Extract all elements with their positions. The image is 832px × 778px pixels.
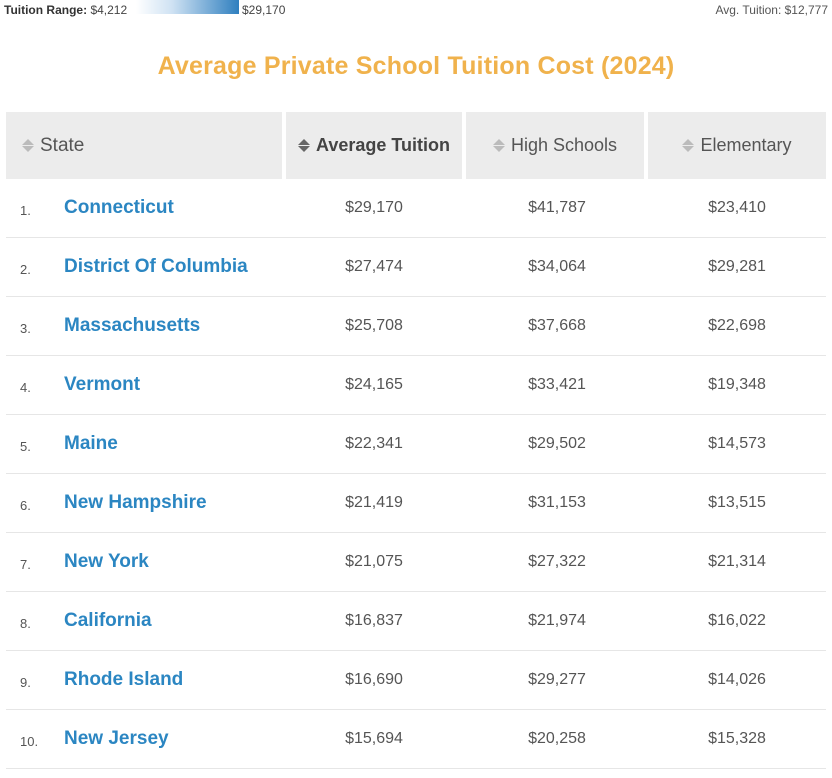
state-link[interactable]: District Of Columbia (64, 256, 248, 277)
column-header-label: Elementary (700, 135, 792, 155)
rank-number: 6. (20, 497, 31, 513)
rank-number: 3. (20, 320, 31, 336)
high-school-tuition-value: $29,502 (528, 435, 586, 452)
table-row: 5. Maine $22,341 $29,502 $14,573 (6, 415, 826, 474)
elementary-tuition-value: $21,314 (708, 553, 766, 570)
high-school-tuition-value: $21,974 (528, 612, 586, 629)
elementary-tuition-value: $16,022 (708, 612, 766, 629)
rank-number: 2. (20, 261, 31, 277)
elementary-tuition-value: $29,281 (708, 258, 766, 275)
state-link[interactable]: New York (64, 551, 149, 572)
table-row: 3. Massachusetts $25,708 $37,668 $22,698 (6, 297, 826, 356)
table-row: 10. New Jersey $15,694 $20,258 $15,328 (6, 710, 826, 769)
state-link[interactable]: Massachusetts (64, 315, 201, 336)
average-tuition-value: $22,341 (345, 435, 403, 452)
state-link[interactable]: Rhode Island (64, 669, 184, 690)
column-header-label: State (40, 134, 85, 156)
elementary-tuition-value: $19,348 (708, 376, 766, 393)
table-row: 1. Connecticut $29,170 $41,787 $23,410 (6, 179, 826, 238)
average-tuition-value: $21,075 (345, 553, 403, 570)
sort-arrows-icon (22, 139, 34, 152)
table-row: 8. California $16,837 $21,974 $16,022 (6, 592, 826, 651)
table-row: 4. Vermont $24,165 $33,421 $19,348 (6, 356, 826, 415)
rank-number: 9. (20, 674, 31, 690)
average-tuition-value: $21,419 (345, 494, 403, 511)
range-prefix: Tuition Range: (4, 3, 88, 17)
tuition-table: State Average Tuition High Schools Eleme… (6, 112, 826, 769)
table-row: 6. New Hampshire $21,419 $31,153 $13,515 (6, 474, 826, 533)
average-tuition-value: $16,837 (345, 612, 403, 629)
elementary-tuition-value: $14,573 (708, 435, 766, 452)
rank-number: 1. (20, 202, 31, 218)
average-tuition-value: $25,708 (345, 317, 403, 334)
rank-number: 8. (20, 615, 31, 631)
average-tuition-value: $16,690 (345, 671, 403, 688)
high-school-tuition-value: $31,153 (528, 494, 586, 511)
state-link[interactable]: Connecticut (64, 197, 174, 218)
table-row: 2. District Of Columbia $27,474 $34,064 $29,… (6, 238, 826, 297)
high-school-tuition-value: $41,787 (528, 199, 586, 216)
column-header-state[interactable]: State (6, 112, 282, 179)
column-header-label: Average Tuition (315, 135, 450, 155)
elementary-tuition-value: $14,026 (708, 671, 766, 688)
average-tuition-value: $29,170 (345, 199, 403, 216)
average-tuition-value: $27,474 (345, 258, 403, 275)
high-school-tuition-value: $33,421 (528, 376, 586, 393)
state-link[interactable]: Vermont (64, 374, 141, 395)
state-link[interactable]: New Jersey (64, 728, 169, 749)
column-header-high-schools[interactable]: High Schools (466, 112, 644, 179)
average-tuition-value: $24,165 (345, 376, 403, 393)
elementary-tuition-value: $23,410 (708, 199, 766, 216)
column-header-average-tuition[interactable]: Average Tuition (286, 112, 462, 179)
sort-arrows-icon (492, 139, 505, 152)
table-body: 1. Connecticut $29,170 $41,787 $23,410 2. Dist… (6, 179, 826, 769)
column-header-label: High Schools (510, 135, 618, 155)
table-header: State Average Tuition High Schools Eleme… (6, 112, 826, 179)
rank-number: 4. (20, 379, 31, 395)
high-school-tuition-value: $37,668 (528, 317, 586, 334)
sort-arrows-icon (682, 139, 695, 152)
high-school-tuition-value: $29,277 (528, 671, 586, 688)
column-header-elementary[interactable]: Elementary (648, 112, 826, 179)
high-school-tuition-value: $34,064 (528, 258, 586, 275)
average-tuition-value: $15,694 (345, 730, 403, 747)
page-title: Average Private School Tuition Cost (202… (157, 52, 675, 80)
tuition-range-legend: Tuition Range: $4,212 $29,170 Avg. Tuiti… (0, 0, 832, 22)
state-link[interactable]: Maine (64, 433, 118, 454)
elementary-tuition-value: $22,698 (708, 317, 766, 334)
elementary-tuition-value: $15,328 (708, 730, 766, 747)
rank-number: 7. (20, 556, 31, 572)
rank-number: 5. (20, 438, 31, 454)
average-tuition-label: Avg. Tuition: $12,777 (715, 3, 828, 17)
sort-arrows-icon (297, 139, 310, 152)
rank-number: 10. (20, 733, 39, 749)
high-school-tuition-value: $27,322 (528, 553, 586, 570)
elementary-tuition-value: $13,515 (708, 494, 766, 511)
state-link[interactable]: California (64, 610, 152, 631)
range-gradient-bar (136, 0, 239, 14)
table-row: 7. New York $21,075 $27,322 $21,314 (6, 533, 826, 592)
state-link[interactable]: New Hampshire (64, 492, 207, 513)
table-row: 9. Rhode Island $16,690 $29,277 $14,026 (6, 651, 826, 710)
range-label: Tuition Range: $4,212 (4, 3, 127, 17)
range-max: $29,170 (242, 3, 286, 17)
high-school-tuition-value: $20,258 (528, 730, 586, 747)
range-min: $4,212 (90, 3, 128, 17)
